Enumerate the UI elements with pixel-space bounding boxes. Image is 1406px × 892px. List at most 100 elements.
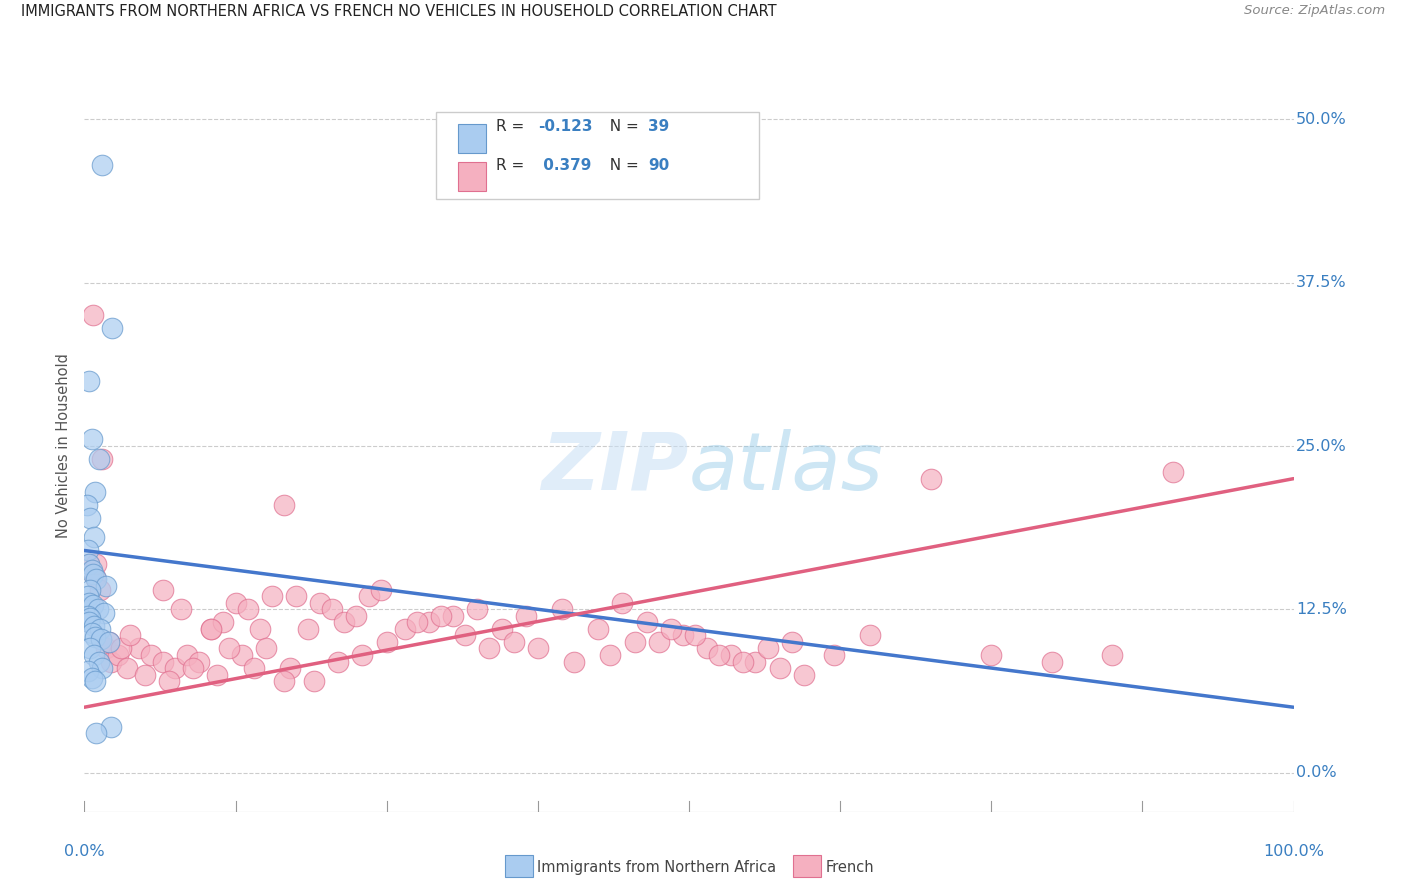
Text: 0.0%: 0.0% bbox=[65, 845, 104, 859]
Point bbox=[77, 557, 100, 571]
Point bbox=[94, 579, 117, 593]
Point bbox=[696, 641, 718, 656]
Point bbox=[90, 632, 112, 647]
Point bbox=[100, 720, 122, 734]
Text: ZIP: ZIP bbox=[541, 429, 689, 507]
Point bbox=[260, 589, 283, 603]
Point bbox=[328, 655, 350, 669]
Point bbox=[599, 648, 621, 662]
Point bbox=[321, 602, 343, 616]
Point bbox=[249, 622, 271, 636]
Text: 37.5%: 37.5% bbox=[1296, 276, 1347, 290]
Point bbox=[357, 589, 380, 603]
Point bbox=[157, 674, 180, 689]
Point bbox=[80, 433, 103, 447]
Point bbox=[454, 628, 477, 642]
Point bbox=[756, 641, 779, 656]
Text: N =: N = bbox=[600, 158, 644, 172]
Point bbox=[91, 158, 114, 172]
Point bbox=[254, 641, 277, 656]
Point bbox=[284, 589, 308, 603]
Point bbox=[515, 608, 537, 623]
Point bbox=[672, 628, 695, 642]
Point bbox=[527, 641, 550, 656]
Point bbox=[86, 602, 108, 616]
Point bbox=[77, 557, 100, 571]
Point bbox=[218, 641, 240, 656]
Point bbox=[87, 452, 110, 467]
Point bbox=[1161, 465, 1184, 479]
Point bbox=[128, 641, 150, 656]
Point bbox=[82, 567, 104, 582]
Point bbox=[120, 628, 142, 642]
Point bbox=[77, 589, 100, 603]
Point bbox=[225, 596, 247, 610]
Point bbox=[77, 608, 100, 623]
Point bbox=[188, 655, 211, 669]
Point bbox=[91, 452, 114, 467]
Point bbox=[859, 628, 882, 642]
Point bbox=[82, 599, 104, 613]
Point bbox=[82, 309, 104, 323]
Point bbox=[394, 622, 416, 636]
Text: atlas: atlas bbox=[689, 429, 884, 507]
Point bbox=[623, 635, 645, 649]
Text: -0.123: -0.123 bbox=[538, 120, 593, 134]
Point bbox=[80, 563, 103, 577]
Point bbox=[200, 622, 222, 636]
Point bbox=[302, 674, 325, 689]
Point bbox=[1101, 648, 1123, 662]
Point bbox=[406, 615, 429, 630]
Point bbox=[636, 615, 658, 630]
Text: Source: ZipAtlas.com: Source: ZipAtlas.com bbox=[1244, 4, 1385, 18]
Point bbox=[375, 635, 398, 649]
Point bbox=[242, 661, 264, 675]
Text: 25.0%: 25.0% bbox=[1296, 439, 1347, 453]
Point bbox=[744, 655, 766, 669]
Text: 12.5%: 12.5% bbox=[1296, 602, 1347, 616]
Point bbox=[79, 641, 101, 656]
Point bbox=[165, 661, 187, 675]
Point bbox=[77, 664, 100, 678]
Point bbox=[612, 596, 634, 610]
Point bbox=[176, 648, 198, 662]
Point bbox=[823, 648, 845, 662]
Point bbox=[491, 622, 513, 636]
Text: 39: 39 bbox=[648, 120, 669, 134]
Point bbox=[418, 615, 440, 630]
Text: R =: R = bbox=[496, 120, 530, 134]
Point bbox=[80, 625, 103, 640]
Point bbox=[134, 667, 156, 681]
Point bbox=[769, 661, 792, 675]
Text: 50.0%: 50.0% bbox=[1296, 112, 1347, 127]
Point bbox=[152, 655, 174, 669]
Point bbox=[780, 635, 803, 649]
Point bbox=[84, 569, 107, 583]
Point bbox=[181, 661, 204, 675]
Point bbox=[93, 606, 115, 620]
Point bbox=[77, 374, 100, 388]
Point bbox=[97, 635, 120, 649]
Point bbox=[110, 641, 132, 656]
Point bbox=[273, 674, 295, 689]
Point bbox=[101, 321, 124, 335]
Point bbox=[86, 572, 108, 586]
Text: 0.379: 0.379 bbox=[538, 158, 592, 172]
Point bbox=[83, 619, 105, 633]
Point bbox=[1040, 655, 1063, 669]
Point bbox=[648, 635, 671, 649]
Point bbox=[115, 661, 138, 675]
Point bbox=[77, 615, 100, 630]
Point bbox=[551, 602, 574, 616]
Point bbox=[152, 582, 174, 597]
Y-axis label: No Vehicles in Household: No Vehicles in Household bbox=[56, 353, 72, 539]
Point bbox=[89, 582, 111, 597]
Point bbox=[231, 648, 253, 662]
Text: IMMIGRANTS FROM NORTHERN AFRICA VS FRENCH NO VEHICLES IN HOUSEHOLD CORRELATION C: IMMIGRANTS FROM NORTHERN AFRICA VS FRENC… bbox=[21, 4, 776, 20]
Point bbox=[79, 611, 101, 625]
Point bbox=[709, 648, 731, 662]
Point bbox=[79, 511, 101, 525]
Point bbox=[77, 543, 100, 558]
Point bbox=[502, 635, 524, 649]
Point bbox=[89, 622, 111, 636]
